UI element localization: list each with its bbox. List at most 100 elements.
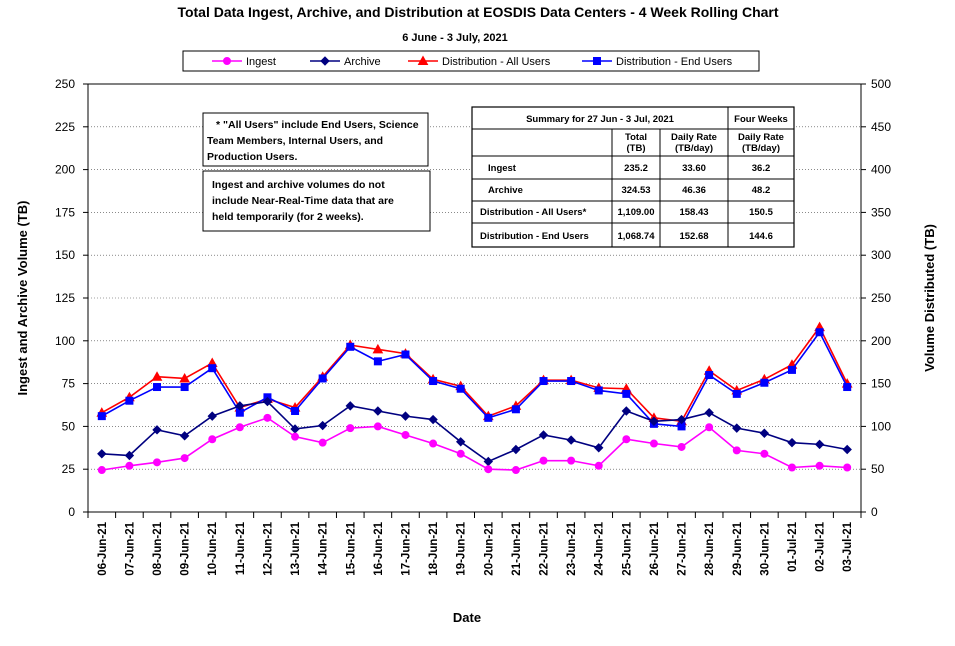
x-tick-label: 03-Jul-21 bbox=[842, 521, 854, 571]
x-tick-label: 17-Jun-21 bbox=[400, 521, 412, 575]
data-point bbox=[235, 401, 245, 411]
y2-tick-label: 450 bbox=[871, 120, 891, 134]
data-point bbox=[704, 407, 714, 418]
data-point bbox=[125, 396, 134, 405]
series-line-distribution-all-users bbox=[101, 325, 848, 423]
legend-label: Distribution - End Users bbox=[616, 56, 733, 68]
legend-marker bbox=[593, 57, 601, 65]
note-line: * "All Users" include End Users, Science bbox=[216, 119, 419, 131]
data-point bbox=[732, 389, 741, 398]
data-point bbox=[208, 364, 217, 373]
data-point bbox=[291, 432, 300, 441]
data-point bbox=[125, 461, 134, 470]
summary-col-header: (TB) bbox=[627, 143, 646, 154]
data-point bbox=[649, 439, 658, 448]
summary-cell-four-weeks: 36.2 bbox=[752, 163, 771, 174]
note-box bbox=[202, 170, 431, 232]
data-point bbox=[428, 414, 438, 425]
data-point bbox=[594, 461, 603, 470]
data-point bbox=[317, 420, 328, 431]
y2-tick-label: 400 bbox=[871, 163, 891, 177]
data-point bbox=[318, 374, 327, 383]
y-tick-label: 100 bbox=[55, 334, 75, 348]
series-distribution-end-users bbox=[97, 328, 852, 431]
x-tick-label: 25-Jun-21 bbox=[621, 521, 633, 575]
summary-cell-total: 235.2 bbox=[624, 163, 648, 174]
right-y-axis: 0 50 100 150 200 250 300 350 400 450 500 bbox=[861, 77, 891, 519]
data-point bbox=[456, 384, 465, 393]
data-point bbox=[567, 377, 576, 386]
legend-marker bbox=[223, 57, 231, 65]
y-tick-label: 250 bbox=[55, 77, 75, 91]
summary-row-label: Ingest bbox=[488, 163, 517, 174]
legend-entry: Archive bbox=[310, 56, 381, 68]
data-point bbox=[539, 377, 548, 386]
data-point bbox=[263, 413, 272, 422]
note-line: Ingest and archive volumes do not bbox=[212, 179, 385, 191]
data-point bbox=[152, 425, 162, 435]
x-tick-label: 06-Jun-21 bbox=[97, 521, 109, 575]
y-tick-label: 200 bbox=[55, 163, 75, 177]
x-tick-label: 23-Jun-21 bbox=[566, 521, 578, 575]
summary-col-header: Daily Rate bbox=[738, 132, 784, 143]
summary-row-label: Distribution - All Users* bbox=[480, 207, 587, 218]
y2-tick-label: 300 bbox=[871, 248, 891, 262]
y2-tick-label: 50 bbox=[871, 462, 885, 476]
data-point bbox=[373, 422, 382, 431]
legend-label: Ingest bbox=[246, 56, 276, 68]
data-point bbox=[262, 396, 273, 407]
data-point bbox=[622, 389, 631, 398]
summary-cell-four-weeks: 144.6 bbox=[749, 231, 773, 242]
data-point bbox=[843, 383, 852, 392]
data-point bbox=[373, 357, 382, 366]
series-distribution-all-users bbox=[96, 321, 853, 426]
data-point bbox=[373, 406, 383, 416]
data-point bbox=[760, 378, 769, 387]
y-axis-label: Ingest and Archive Volume (TB) bbox=[15, 200, 30, 395]
x-axis: 06-Jun-21 07-Jun-21 08-Jun-21 09-Jun-21 10-J… bbox=[87, 512, 862, 576]
summary-header: Summary for 27 Jun - 3 Jul, 2021 bbox=[526, 114, 675, 125]
data-point bbox=[179, 431, 190, 441]
x-tick-label: 29-Jun-21 bbox=[732, 521, 744, 575]
legend-box bbox=[182, 50, 760, 72]
legend: Ingest Archive Distribution - All Users Dis… bbox=[182, 50, 760, 72]
series-line-ingest bbox=[101, 416, 848, 471]
summary-cell-four-weeks: 48.2 bbox=[752, 185, 771, 196]
legend-label: Distribution - All Users bbox=[442, 56, 551, 68]
x-tick-label: 21-Jun-21 bbox=[511, 521, 523, 575]
data-point bbox=[705, 423, 714, 432]
summary-row-label: Distribution - End Users bbox=[480, 231, 589, 242]
note-line: held temporarily (for 2 weeks). bbox=[212, 211, 364, 223]
x-tick-label: 18-Jun-21 bbox=[428, 521, 440, 575]
series-ingest bbox=[97, 413, 852, 475]
x-tick-label: 30-Jun-21 bbox=[759, 521, 771, 575]
data-point bbox=[511, 405, 520, 414]
x-tick-label: 16-Jun-21 bbox=[373, 521, 385, 575]
data-point bbox=[787, 365, 796, 374]
y2-tick-label: 500 bbox=[871, 77, 891, 91]
data-point bbox=[759, 428, 770, 438]
chart-subtitle: 6 June - 3 July, 2021 bbox=[402, 32, 508, 44]
data-point bbox=[814, 439, 825, 450]
data-point bbox=[622, 435, 631, 444]
y-tick-label: 125 bbox=[55, 291, 75, 305]
legend-marker bbox=[320, 56, 330, 66]
x-tick-label: 26-Jun-21 bbox=[649, 521, 661, 575]
data-point bbox=[566, 435, 576, 445]
summary-cell-daily: 158.43 bbox=[679, 207, 708, 218]
left-y-axis: 0 25 50 75 100 125 150 175 200 225 250 bbox=[55, 77, 88, 519]
y2-tick-label: 250 bbox=[871, 291, 891, 305]
x-tick-label: 19-Jun-21 bbox=[456, 521, 468, 575]
summary-cell-daily: 46.36 bbox=[682, 185, 706, 196]
data-point bbox=[401, 430, 410, 439]
data-point bbox=[594, 386, 603, 395]
series-group bbox=[96, 321, 853, 475]
data-point bbox=[732, 423, 742, 433]
summary-row-label: Archive bbox=[488, 185, 523, 196]
data-point bbox=[346, 342, 355, 351]
data-point bbox=[511, 444, 521, 455]
data-point bbox=[511, 466, 520, 475]
summary-four-weeks: Four Weeks bbox=[734, 114, 788, 125]
x-tick-label: 28-Jun-21 bbox=[704, 521, 716, 575]
